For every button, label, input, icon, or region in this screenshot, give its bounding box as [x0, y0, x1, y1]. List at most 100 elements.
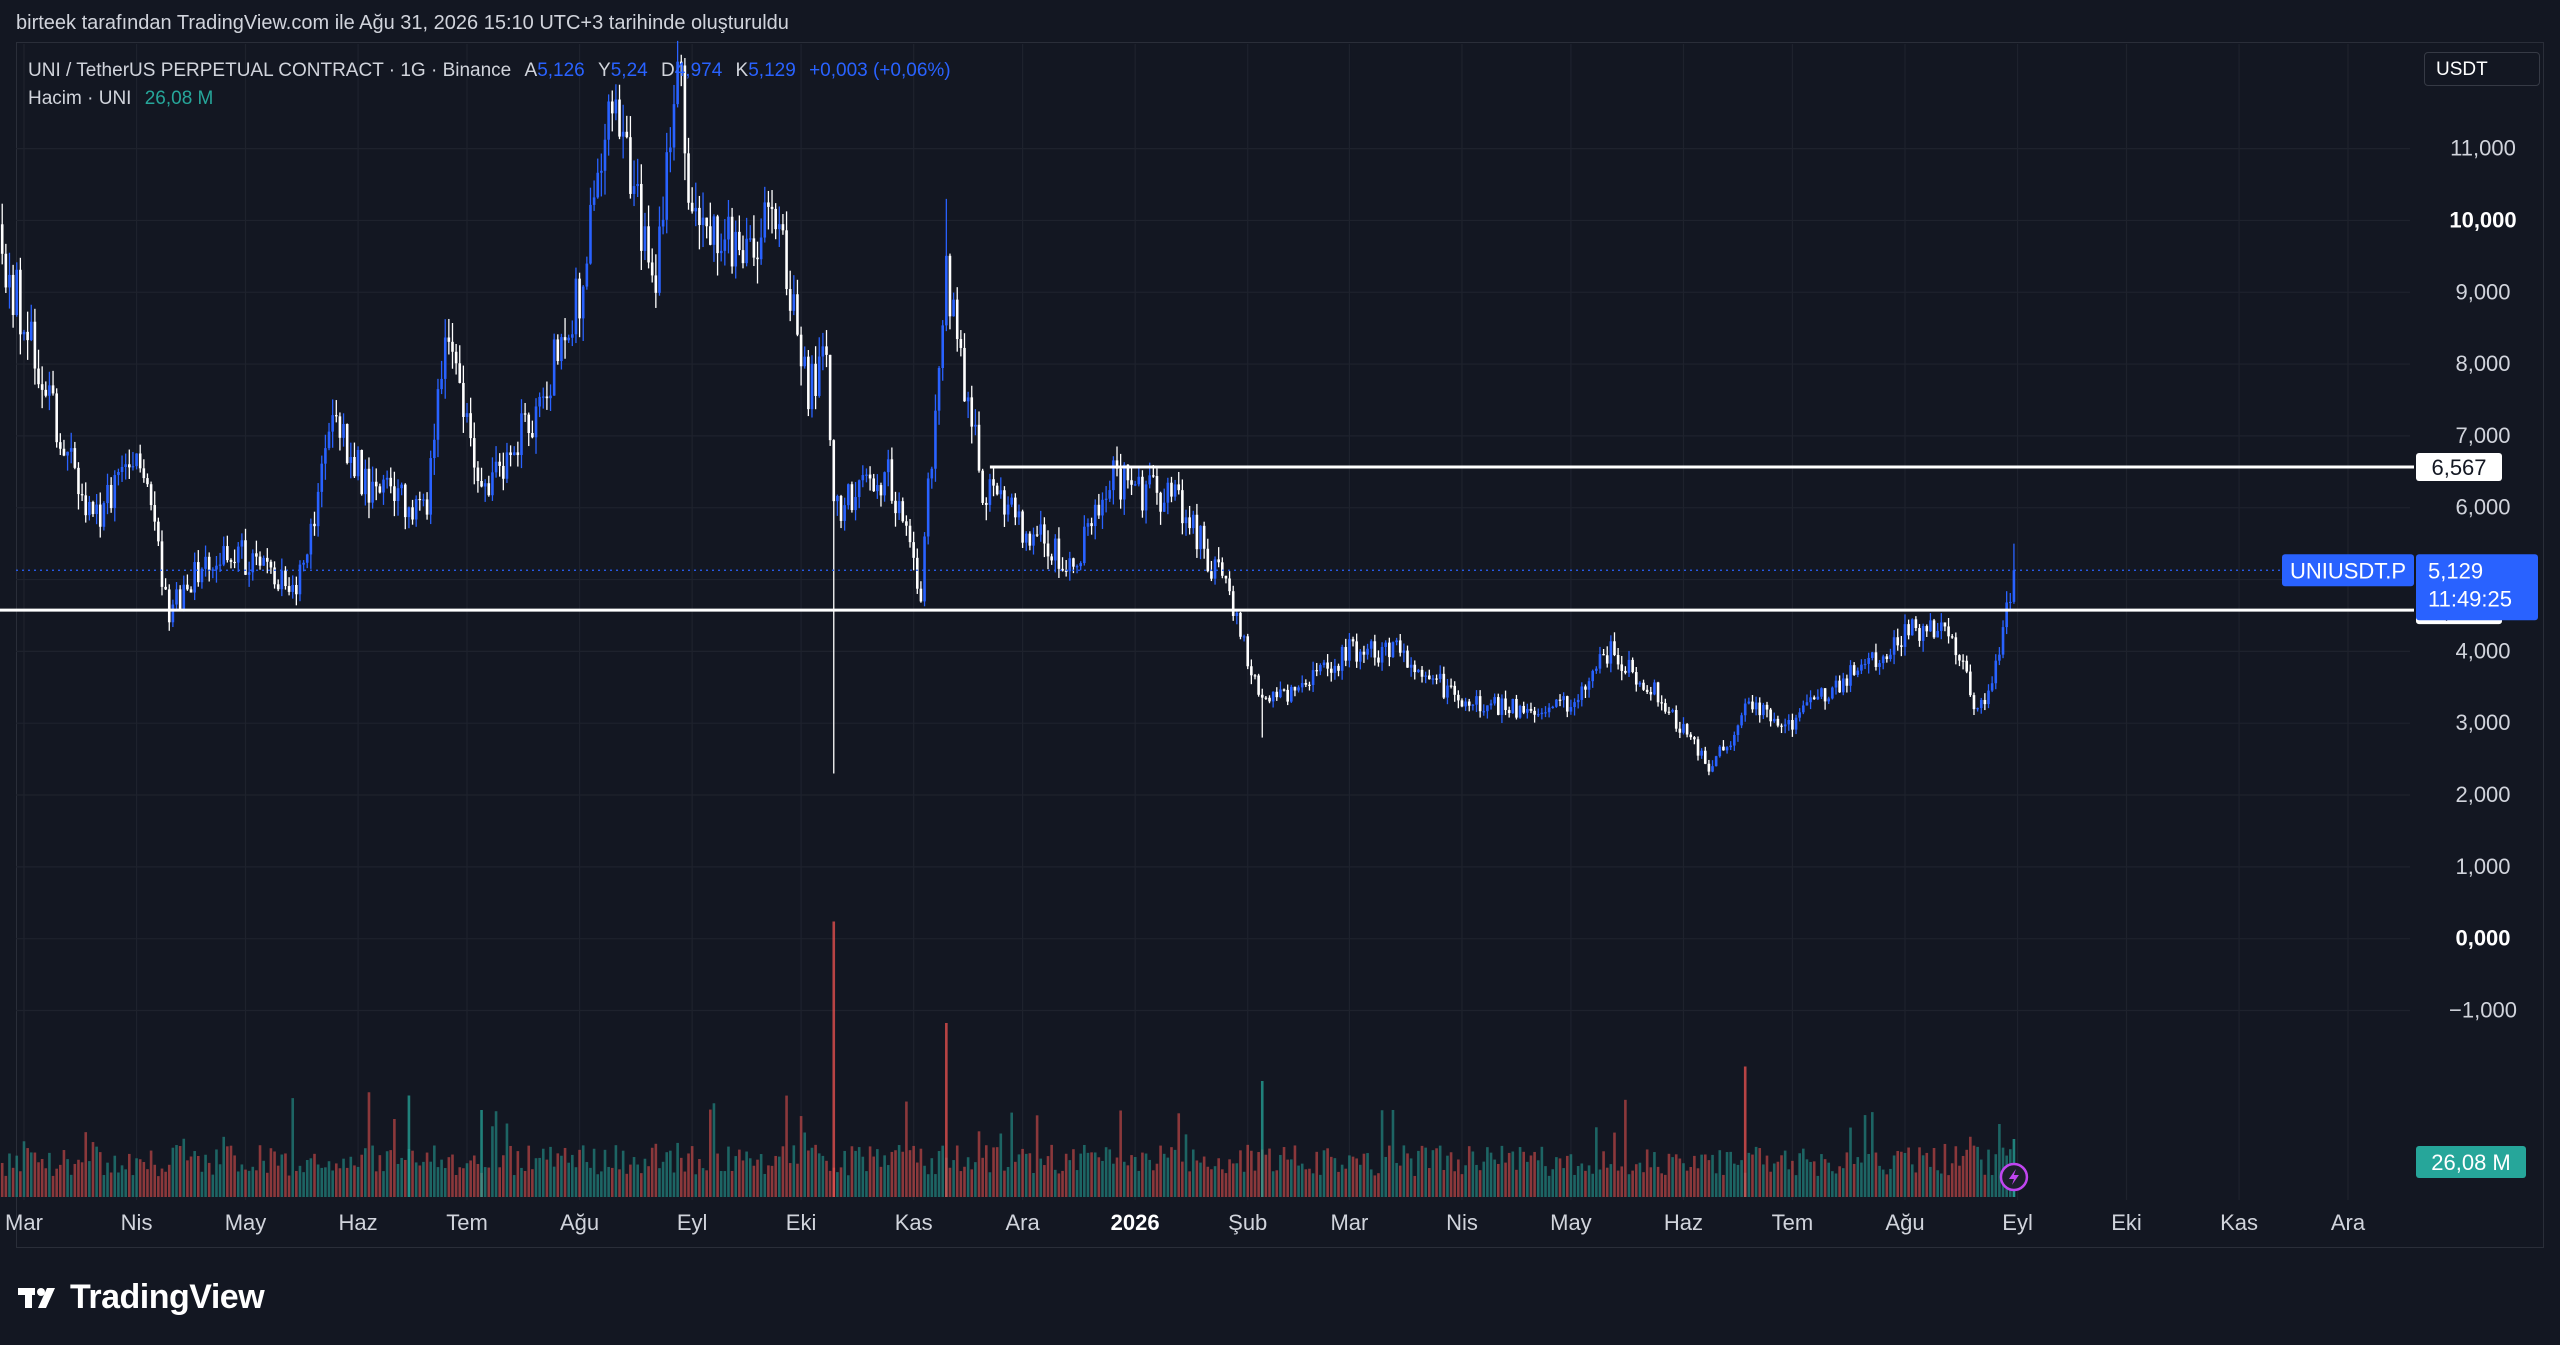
candle-body — [1725, 747, 1729, 751]
volume-bar — [19, 1171, 22, 1197]
volume-bar — [658, 1168, 661, 1197]
volume-bar — [886, 1165, 890, 1197]
y-axis-tick-label: 10,000 — [2449, 207, 2516, 232]
volume-bar — [603, 1149, 607, 1197]
volume-bar — [727, 1146, 730, 1197]
candle-body — [422, 499, 425, 501]
candle-body — [752, 238, 756, 258]
candle-body — [865, 474, 868, 476]
y-axis-tick-label: 11,000 — [2450, 136, 2516, 161]
tradingview-logo-icon — [18, 1287, 55, 1308]
candle-body — [1308, 684, 1311, 686]
candle-body — [984, 502, 988, 505]
volume-bar — [890, 1151, 894, 1197]
volume-bar — [349, 1156, 353, 1197]
legend-open-label: A — [524, 60, 538, 81]
x-axis-tick-label: May — [1550, 1210, 1592, 1235]
volume-bar — [331, 1170, 334, 1197]
volume-bar — [1805, 1159, 1809, 1197]
volume-bar — [494, 1111, 498, 1197]
candle-body — [810, 363, 814, 410]
y-axis-tick-label: 8,000 — [2455, 351, 2510, 376]
volume-bar — [229, 1145, 233, 1197]
candle-body — [95, 504, 98, 515]
candle-body — [1152, 475, 1155, 477]
volume-bar — [745, 1151, 748, 1197]
volume-bar — [1195, 1160, 1199, 1197]
candle-body — [1406, 650, 1409, 668]
volume-bar — [581, 1145, 585, 1197]
candle-body — [1162, 502, 1166, 512]
volume-bar — [534, 1158, 538, 1197]
candle-body — [436, 389, 440, 440]
x-axis-tick-label: 2026 — [1111, 1210, 1160, 1235]
volume-bar — [418, 1165, 422, 1197]
candle-body — [26, 331, 29, 341]
candle-body — [1264, 697, 1268, 699]
volume-bar — [429, 1161, 432, 1197]
candle-body — [1733, 735, 1736, 746]
volume-bar — [1994, 1154, 1998, 1197]
candle-body — [672, 104, 676, 148]
candle-body — [1108, 490, 1112, 499]
candle-body — [98, 504, 102, 527]
volume-bar — [1507, 1152, 1511, 1197]
candle-body — [469, 413, 472, 439]
volume-bar — [643, 1158, 647, 1197]
tradingview-logo[interactable]: TradingView — [18, 1278, 265, 1317]
candle-body — [955, 299, 959, 340]
volume-bar — [483, 1167, 487, 1197]
level-price-tag — [2416, 453, 2502, 482]
legend-open-value: 5,126 — [537, 60, 585, 81]
candle-body — [759, 237, 763, 260]
volume-bar — [1620, 1166, 1624, 1197]
candle-body — [1486, 705, 1489, 712]
volume-bar — [709, 1109, 712, 1197]
volume-bar — [1769, 1171, 1772, 1197]
volume-bar — [1460, 1174, 1464, 1197]
legend-symbol[interactable]: UNI / TetherUS PERPETUAL CONTRACT · 1G ·… — [28, 60, 512, 81]
candle-body — [102, 503, 106, 527]
volume-bar — [1529, 1155, 1533, 1197]
volume-bar — [1072, 1149, 1075, 1197]
volume-bar — [1115, 1157, 1119, 1197]
volume-bar — [374, 1171, 378, 1197]
legend-volume-label[interactable]: Hacim · UNI — [28, 88, 132, 109]
candle-body — [531, 433, 534, 438]
candle-body — [581, 286, 585, 319]
volume-bar — [1021, 1148, 1024, 1197]
volume-bar — [607, 1166, 610, 1197]
currency-button[interactable]: USDT — [2424, 52, 2540, 86]
candle-body — [1475, 696, 1478, 705]
candle-body — [883, 472, 886, 496]
volume-bar — [1482, 1161, 1486, 1197]
candle-body — [1958, 655, 1961, 661]
candle-body — [763, 202, 767, 238]
volume-bar — [1558, 1158, 1562, 1197]
volume-bar — [1119, 1110, 1122, 1197]
candle-body — [1079, 563, 1082, 567]
volume-bar — [1656, 1166, 1660, 1197]
candle-body — [1377, 657, 1380, 663]
volume-bar — [647, 1166, 650, 1197]
candle-body — [1260, 694, 1264, 698]
candle-body — [1032, 534, 1035, 546]
volume-bar — [1671, 1157, 1674, 1197]
volume-bar — [1133, 1157, 1137, 1197]
candle-body — [1053, 538, 1057, 561]
volume-bar — [592, 1148, 596, 1197]
volume-bar — [1322, 1150, 1326, 1197]
candle-body — [124, 464, 127, 467]
candle-body — [803, 356, 807, 367]
x-axis-tick-label: Kas — [2220, 1210, 2258, 1235]
candle-body — [1083, 526, 1086, 564]
volume-bar — [37, 1162, 40, 1197]
volume-bar — [342, 1158, 345, 1197]
candle-body — [1228, 578, 1231, 592]
candle-body — [890, 459, 894, 501]
candle-body — [69, 448, 73, 452]
volume-bar — [1838, 1166, 1841, 1197]
volume-bar — [1050, 1144, 1053, 1197]
volume-bar — [552, 1166, 556, 1197]
